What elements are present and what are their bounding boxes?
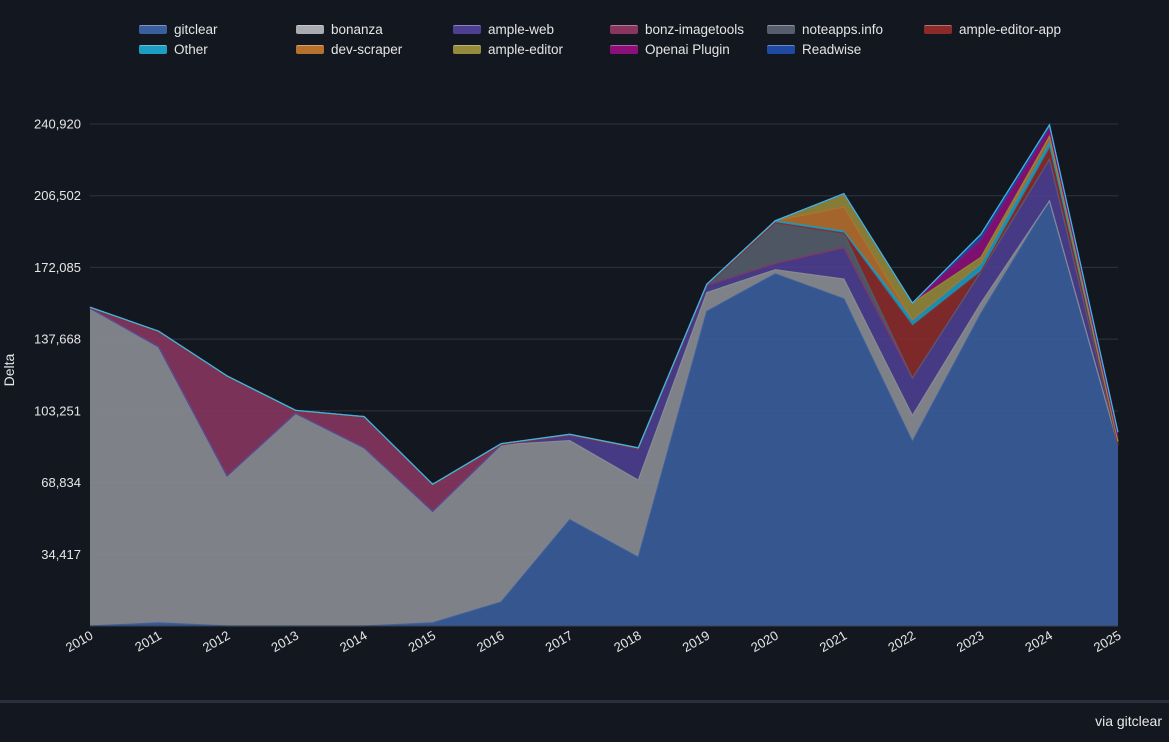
x-tick-label: 2023	[954, 628, 987, 655]
legend-label: Openai Plugin	[645, 41, 730, 57]
legend-swatch	[139, 44, 167, 54]
x-tick-label: 2021	[817, 628, 850, 655]
x-tick-label: 2024	[1022, 628, 1055, 655]
y-tick-label: 240,920	[34, 117, 81, 132]
area-bonz-imagetools[interactable]	[90, 159, 1118, 512]
y-tick-label: 206,502	[34, 188, 81, 203]
legend-item-ample-editor[interactable]: ample-editor	[453, 40, 563, 58]
area-gitclear[interactable]	[90, 200, 1118, 626]
x-tick-label: 2025	[1091, 628, 1124, 655]
x-tick-label: 2020	[748, 628, 781, 655]
legend-label: Readwise	[802, 41, 862, 57]
x-tick-label: 2011	[132, 628, 164, 655]
legend-item-gitclear[interactable]: gitclear	[139, 20, 218, 38]
y-axis-label: Delta	[1, 353, 17, 386]
legend-label: ample-web	[488, 21, 555, 37]
legend-label: bonz-imagetools	[645, 21, 745, 37]
attribution-text: via gitclear	[1095, 713, 1162, 729]
legend-item-bonz-imagetools[interactable]: bonz-imagetools	[610, 20, 744, 38]
area-ample-editor[interactable]	[90, 136, 1118, 485]
legend-item-readwise[interactable]: Readwise	[767, 40, 861, 58]
x-tick-label: 2015	[406, 628, 439, 655]
legend-item-dev-scraper[interactable]: dev-scraper	[296, 40, 402, 58]
chart-plot: 34,417 68,834 103,251 137,668 172,085 206,502…	[1, 117, 1124, 656]
total-outline	[89, 123, 1119, 486]
legend-swatch	[139, 24, 167, 34]
x-tick-label: 2016	[474, 628, 507, 655]
area-series	[90, 124, 1118, 626]
legend-label: ample-editor-app	[959, 21, 1062, 37]
y-tick-label: 103,251	[34, 403, 81, 418]
legend-item-ample-editor-app[interactable]: ample-editor-app	[924, 20, 1061, 38]
x-tick-label: 2017	[543, 628, 576, 655]
legend-item-bonanza[interactable]: bonanza	[296, 20, 383, 38]
y-tick-label: 68,834	[41, 475, 81, 490]
legend-swatch	[610, 24, 638, 34]
x-tick-label: 2018	[611, 628, 644, 655]
legend-item-openai-plugin[interactable]: Openai Plugin	[610, 40, 730, 58]
legend-item-other[interactable]: Other	[139, 40, 208, 58]
x-tick-label: 2022	[885, 628, 918, 655]
legend-swatch	[767, 44, 795, 54]
series-outlines	[89, 123, 1119, 627]
legend-label: ample-editor	[488, 41, 564, 57]
y-tick-label: 137,668	[34, 332, 81, 347]
legend-swatch	[453, 24, 481, 34]
x-tick-label: 2012	[200, 628, 233, 655]
legend-label: Other	[174, 41, 208, 57]
legend-swatch	[296, 44, 324, 54]
x-tick-label: 2019	[680, 628, 713, 655]
line-ample-editor-app	[89, 147, 1119, 487]
y-tick-label: 34,417	[41, 547, 81, 562]
legend-swatch	[453, 44, 481, 54]
legend-item-noteapps-info[interactable]: noteapps.info	[767, 20, 883, 38]
legend-swatch	[296, 24, 324, 34]
footer-divider	[0, 700, 1169, 703]
area-bonanza[interactable]	[90, 200, 1118, 626]
legend-label: gitclear	[174, 21, 218, 37]
legend-swatch	[610, 44, 638, 54]
legend-swatch	[924, 24, 952, 34]
x-tick-label: 2014	[337, 628, 370, 655]
legend-item-ample-web[interactable]: ample-web	[453, 20, 554, 38]
y-tick-label: 172,085	[34, 260, 81, 275]
x-tick-label: 2010	[63, 628, 96, 655]
legend-label: noteapps.info	[802, 21, 884, 37]
legend-swatch	[767, 24, 795, 34]
legend-label: dev-scraper	[331, 41, 403, 57]
legend-label: bonanza	[331, 21, 383, 37]
x-tick-label: 2013	[269, 628, 302, 655]
